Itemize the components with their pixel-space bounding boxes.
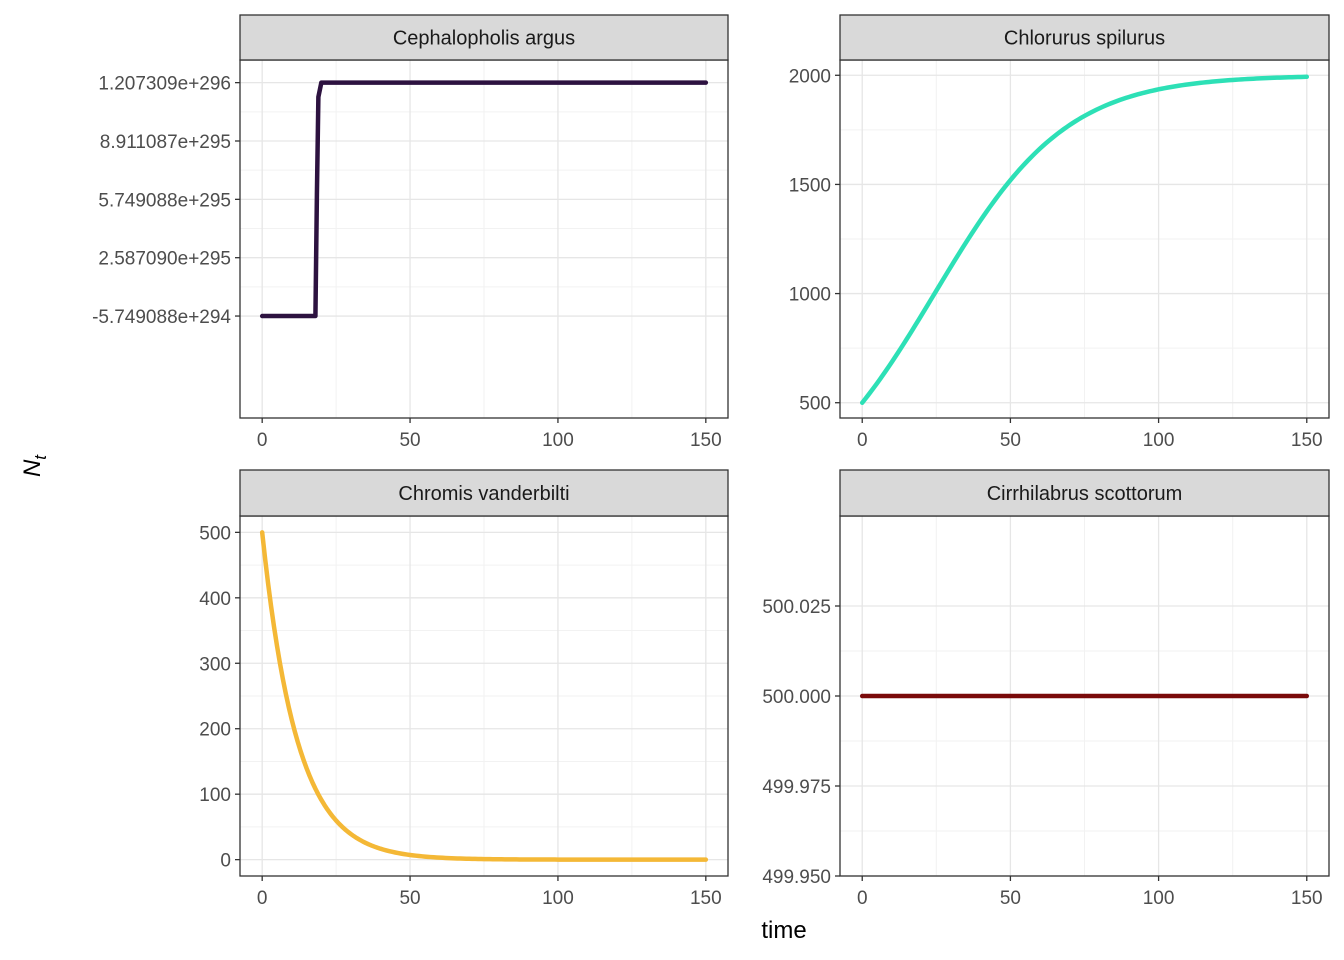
y-tick-label: 499.975 (762, 777, 831, 798)
x-tick-label: 150 (690, 430, 722, 451)
facet-title: Chromis vanderbilti (398, 483, 569, 505)
x-axis-title: time (761, 917, 806, 944)
series-line-1 (259, 530, 709, 862)
y-tick-label: 400 (199, 589, 231, 610)
facet-title: Cirrhilabrus scottorum (987, 483, 1183, 505)
y-tick-label: 2.587090e+295 (98, 249, 231, 270)
x-tick-label: 150 (1291, 888, 1323, 909)
facet-strip (839, 469, 1330, 517)
x-tick-label: 100 (542, 430, 574, 451)
x-tick-label: 0 (257, 430, 268, 451)
x-tick-label: 100 (542, 888, 574, 909)
y-tick-label: 1.207309e+296 (98, 74, 231, 95)
y-tick-label: 300 (199, 654, 231, 675)
x-tick-label: 100 (1143, 888, 1175, 909)
x-tick-label: 150 (1291, 430, 1323, 451)
x-tick-label: 50 (399, 888, 420, 909)
panel-1: Cephalopholis argus 0 50 100 150 -5.749088e+2… (92, 14, 729, 451)
y-axis-title: Nt (19, 454, 50, 477)
x-tick-label: 0 (857, 888, 868, 909)
y-tick-label: 1000 (789, 285, 831, 306)
x-tick-label: 0 (257, 888, 268, 909)
x-tick-label: 100 (1143, 430, 1175, 451)
facet-title: Chlorurus spilurus (1004, 28, 1165, 50)
y-tick-label: 0 (220, 851, 231, 872)
x-tick-label: 0 (857, 430, 868, 451)
y-tick-label: 500 (199, 523, 231, 544)
y-axis-title-subscript: t (31, 454, 50, 460)
x-tick-label: 50 (1000, 430, 1021, 451)
panels-group: Cephalopholis argus 0 50 100 150 -5.749088e+2… (92, 14, 1330, 909)
y-tick-label: 500.025 (762, 597, 831, 618)
y-axis-title-main: N (19, 459, 46, 477)
y-tick-label: 2000 (789, 66, 831, 87)
series-line-1 (859, 74, 1310, 405)
series-line-1 (259, 80, 709, 319)
panel-4: Cirrhilabrus scottorum 0 50 100 150 499.950 49… (762, 469, 1330, 909)
y-tick-label: -5.749088e+294 (92, 307, 231, 328)
facet-strip (239, 469, 729, 517)
y-tick-label: 500 (799, 394, 831, 415)
facet-strip (839, 14, 1330, 61)
panel-2: Chlorurus spilurus 0 50 100 150 500 1000 1500 20… (789, 14, 1330, 451)
y-tick-label: 499.950 (762, 867, 831, 888)
x-tick-label: 50 (399, 430, 420, 451)
facet-title: Cephalopholis argus (393, 28, 575, 50)
x-tick-label: 50 (1000, 888, 1021, 909)
y-tick-label: 1500 (789, 175, 831, 196)
y-tick-label: 100 (199, 785, 231, 806)
x-tick-label: 150 (690, 888, 722, 909)
panel-3: Chromis vanderbilti 0 50 100 150 0 100 200 300 40… (199, 469, 729, 909)
facet-strip (239, 14, 729, 61)
y-tick-label: 8.911087e+295 (100, 132, 231, 153)
y-tick-label: 200 (199, 720, 231, 741)
y-tick-label: 5.749088e+295 (98, 190, 231, 211)
y-tick-label: 500.000 (762, 687, 831, 708)
